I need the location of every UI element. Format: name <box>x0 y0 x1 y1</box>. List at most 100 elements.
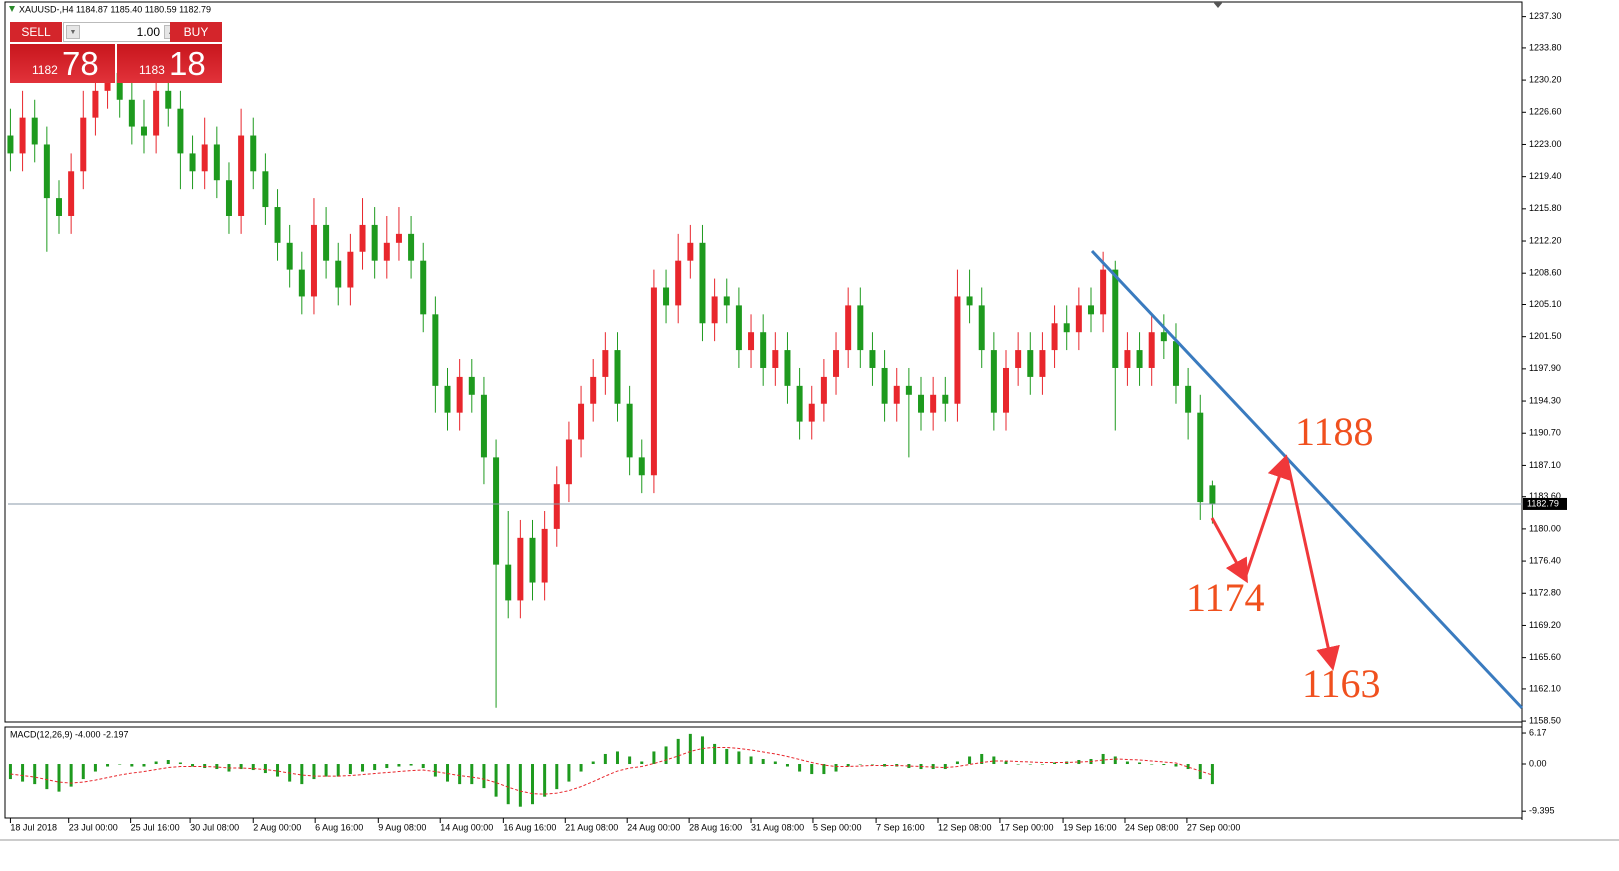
macd-bar <box>567 764 571 782</box>
macd-bar <box>846 764 850 767</box>
candle-body <box>529 537 536 583</box>
macd-panel <box>4 726 1523 819</box>
annotation: 1188 <box>1295 409 1374 454</box>
y-tick-label: 0.00 <box>1529 758 1547 768</box>
lot-down[interactable]: ▼ <box>66 25 80 39</box>
candle-body <box>1051 323 1058 351</box>
candle-body <box>456 376 463 413</box>
macd-bar <box>603 753 607 765</box>
candle-body <box>55 198 62 216</box>
candle-body <box>590 376 597 404</box>
candle-body <box>7 135 14 154</box>
y-tick-label: 1172.80 <box>1529 588 1561 598</box>
x-tick-label: 21 Aug 08:00 <box>565 822 618 832</box>
candle-body <box>444 385 451 413</box>
y-tick-label: 1190.70 <box>1529 428 1561 438</box>
macd-bar <box>761 758 765 765</box>
sell-button[interactable]: SELL <box>10 22 62 42</box>
macd-bar <box>530 764 534 805</box>
y-tick-label: 1215.80 <box>1529 203 1562 213</box>
buy-button[interactable]: BUY <box>170 22 222 42</box>
candle-body <box>128 99 135 127</box>
macd-bar <box>1162 764 1166 766</box>
trend-line <box>1090 249 1524 710</box>
arrow <box>1285 459 1340 671</box>
candle-body <box>638 457 645 476</box>
candle-body <box>820 376 827 404</box>
current-price-label: 1182.79 <box>1527 498 1559 508</box>
candle-body <box>92 90 99 118</box>
candle-body <box>784 350 791 386</box>
macd-bar <box>955 761 959 765</box>
macd-bar <box>178 762 182 765</box>
macd-bar <box>652 751 656 765</box>
candle-body <box>395 233 402 243</box>
macd-bar <box>482 764 486 789</box>
macd-bar <box>591 761 595 765</box>
candle-body <box>808 403 815 422</box>
macd-bar <box>907 764 911 769</box>
y-tick-label: -9.395 <box>1529 806 1555 816</box>
candle-body <box>262 171 269 208</box>
x-tick-label: 24 Sep 08:00 <box>1125 822 1179 832</box>
candle-body <box>165 90 172 109</box>
macd-bar <box>1186 764 1190 770</box>
candle-body <box>687 242 694 261</box>
candle-body <box>505 564 512 601</box>
macd-bar <box>943 764 947 770</box>
macd-bar <box>409 764 413 766</box>
macd-bar <box>373 764 377 771</box>
macd-bar <box>300 764 304 785</box>
x-tick-label: 27 Sep 00:00 <box>1187 822 1241 832</box>
candle-body <box>1003 367 1010 413</box>
candle-body <box>541 528 548 583</box>
x-tick-label: 28 Aug 16:00 <box>689 822 742 832</box>
y-tick-label: 1212.20 <box>1529 235 1562 245</box>
macd-bar <box>21 764 25 782</box>
y-tick-label: 1194.30 <box>1529 395 1561 405</box>
annotation: 1163 <box>1302 661 1381 706</box>
macd-bar <box>640 761 644 765</box>
macd-bar <box>336 764 340 777</box>
macd-bar <box>980 753 984 765</box>
macd-bar <box>106 764 110 767</box>
candle-body <box>650 287 657 476</box>
candle-body <box>298 269 305 297</box>
candle-body <box>213 144 220 181</box>
candle-body <box>553 484 560 529</box>
ask-quote[interactable]: 1183 18 <box>117 44 222 83</box>
candle-body <box>250 135 257 172</box>
bid-quote[interactable]: 1182 78 <box>10 44 115 83</box>
macd-bar <box>615 751 619 765</box>
macd-bar <box>33 764 37 785</box>
macd-bar <box>1028 764 1032 765</box>
lot-value[interactable]: 1.00 <box>136 25 160 39</box>
x-tick-label: 18 Jul 2018 <box>10 822 57 832</box>
candle-body <box>796 385 803 422</box>
macd-bar <box>676 738 680 765</box>
candle-body <box>893 385 900 404</box>
candle-body <box>335 260 342 288</box>
candle-body <box>1027 350 1034 377</box>
ask-pips: 18 <box>169 45 206 82</box>
macd-bar <box>324 764 328 777</box>
macd-bar <box>858 764 862 765</box>
candle-body <box>1124 350 1131 368</box>
x-tick-label: 9 Aug 08:00 <box>378 822 426 832</box>
macd-bar <box>446 764 450 782</box>
candle-body <box>286 242 293 270</box>
macd-bar <box>494 764 498 797</box>
candle-body <box>772 350 779 368</box>
x-tick-label: 24 Aug 00:00 <box>627 822 680 832</box>
macd-bar <box>870 764 874 765</box>
plot: 1237.30 1233.80 1230.20 1226.60 1223.00 1219.… <box>7 11 1567 832</box>
candle-body <box>420 260 427 315</box>
macd-bar <box>45 764 49 790</box>
candle-body <box>383 242 390 261</box>
macd-bar <box>749 756 753 765</box>
macd-bar <box>142 764 146 767</box>
candle-body <box>153 90 160 136</box>
macd-bar <box>834 764 838 772</box>
macd-bar <box>421 764 425 769</box>
